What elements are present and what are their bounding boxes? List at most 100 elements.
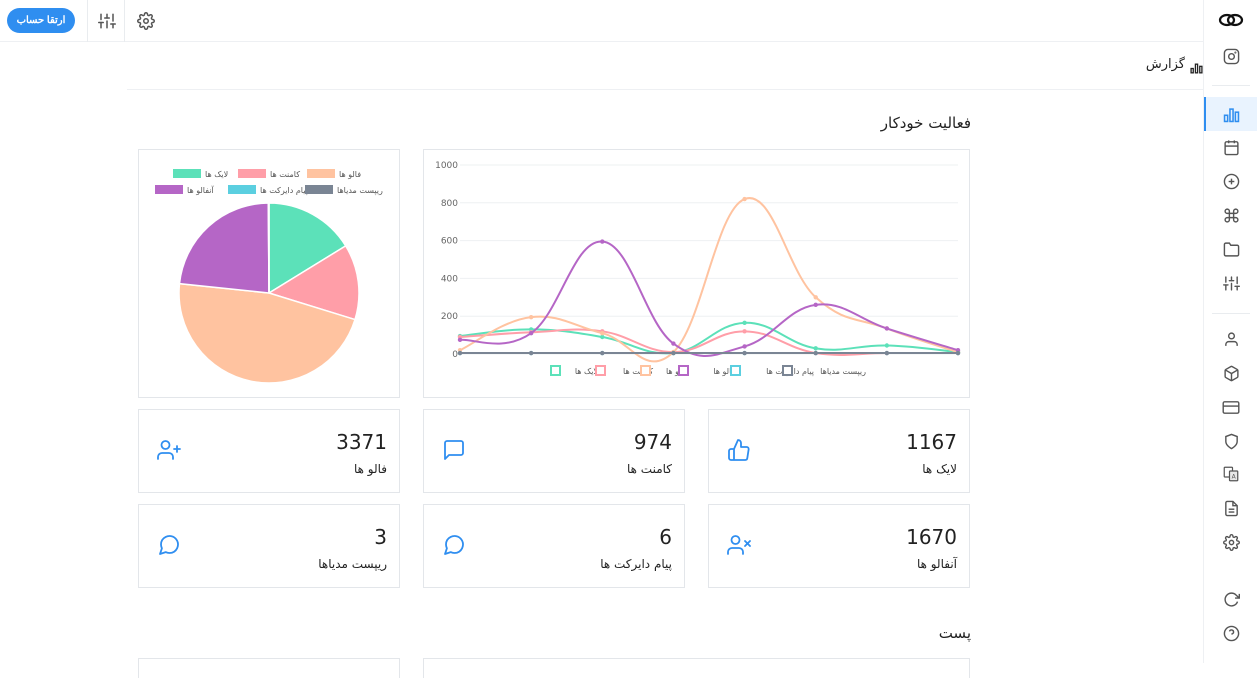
data-point xyxy=(742,344,746,348)
settings-icon[interactable] xyxy=(137,12,155,30)
legend-swatch xyxy=(679,366,688,375)
stat-label: لایک ها xyxy=(922,462,957,476)
data-point xyxy=(885,343,889,347)
y-tick-label: 400 xyxy=(441,274,458,284)
legend-label: آنفالو ها xyxy=(187,185,214,195)
folder-icon[interactable] xyxy=(1204,232,1257,266)
data-point xyxy=(671,341,675,345)
stat-card-follows: 3371 فالو ها xyxy=(138,409,400,493)
legend-swatch xyxy=(551,366,560,375)
stat-card-reposts: 3 ریپست مدیاها xyxy=(138,504,400,588)
stat-value: 1167 xyxy=(906,430,957,454)
stat-label: ریپست مدیاها xyxy=(318,557,387,571)
user-x-icon xyxy=(727,533,753,559)
legend-label: کامنت ها xyxy=(270,170,300,179)
credit-card-icon[interactable] xyxy=(1204,390,1257,424)
stat-value: 1670 xyxy=(906,525,957,549)
help-icon[interactable] xyxy=(1204,616,1257,650)
data-point xyxy=(742,329,746,333)
data-point xyxy=(742,197,746,201)
chart-icon xyxy=(1190,59,1203,78)
data-point xyxy=(956,351,960,355)
stat-label: آنفالو ها xyxy=(917,557,957,571)
stat-value: 3 xyxy=(374,525,387,549)
message-circle-icon xyxy=(157,533,183,559)
divider xyxy=(1212,313,1250,314)
stat-value: 3371 xyxy=(336,430,387,454)
sliders-icon[interactable] xyxy=(1204,266,1257,300)
breadcrumb-label: گزارش xyxy=(1146,57,1185,72)
legend-swatch xyxy=(307,169,335,178)
command-icon[interactable] xyxy=(1204,198,1257,232)
legend-label: ریپست مدیاها xyxy=(337,186,383,195)
data-point xyxy=(600,351,604,355)
divider xyxy=(1212,85,1250,86)
legend-swatch xyxy=(731,366,740,375)
series-line xyxy=(460,330,958,355)
data-point xyxy=(529,315,533,319)
stat-card-likes: 1167 لایک ها xyxy=(708,409,970,493)
data-point xyxy=(885,326,889,330)
data-point xyxy=(529,351,533,355)
shield-icon[interactable] xyxy=(1204,424,1257,458)
file-icon[interactable] xyxy=(1204,491,1257,525)
calendar-icon[interactable] xyxy=(1204,130,1257,164)
plus-circle-icon[interactable] xyxy=(1204,164,1257,198)
data-point xyxy=(742,351,746,355)
sliders-icon[interactable] xyxy=(98,12,116,30)
stat-value: 974 xyxy=(634,430,672,454)
legend-swatch xyxy=(783,366,792,375)
post-section-title: پست xyxy=(939,624,971,642)
message-circle-icon xyxy=(442,533,468,559)
stat-label: پیام دایرکت ها xyxy=(600,557,672,571)
data-point xyxy=(529,331,533,335)
y-tick-label: 1000 xyxy=(435,161,458,171)
stat-label: فالو ها xyxy=(354,462,387,476)
stat-card-comments: 974 کامنت ها xyxy=(423,409,685,493)
legend-swatch xyxy=(305,185,333,194)
legend-label: لایک ها xyxy=(575,367,598,376)
data-point xyxy=(600,239,604,243)
data-point xyxy=(742,321,746,325)
y-tick-label: 600 xyxy=(441,237,458,247)
stat-label: کامنت ها xyxy=(627,462,672,476)
data-point xyxy=(814,346,818,350)
translate-icon[interactable]: A xyxy=(1204,457,1257,491)
instagram-icon[interactable] xyxy=(1204,39,1257,73)
logo-icon[interactable] xyxy=(1204,3,1257,37)
sidebar: A xyxy=(1203,0,1257,663)
upgrade-account-button[interactable]: ارتقا حساب xyxy=(7,8,75,33)
data-point xyxy=(814,303,818,307)
comment-icon xyxy=(442,438,468,464)
series-line xyxy=(460,242,958,356)
settings-icon[interactable] xyxy=(1204,525,1257,559)
legend-swatch xyxy=(238,169,266,178)
y-tick-label: 800 xyxy=(441,199,458,209)
thumbs-up-icon xyxy=(727,438,753,464)
chart-icon[interactable] xyxy=(1204,97,1257,131)
user-plus-icon xyxy=(157,438,183,464)
top-bar: ارتقا حساب xyxy=(0,0,1203,42)
y-tick-label: 200 xyxy=(441,312,458,322)
stat-value: 6 xyxy=(659,525,672,549)
refresh-icon[interactable] xyxy=(1204,582,1257,616)
post-panel xyxy=(423,658,970,678)
package-icon[interactable] xyxy=(1204,356,1257,390)
divider xyxy=(124,0,125,42)
stat-card-directs: 6 پیام دایرکت ها xyxy=(423,504,685,588)
legend-swatch xyxy=(155,185,183,194)
stat-card-unfollows: 1670 آنفالو ها xyxy=(708,504,970,588)
y-tick-label: 0 xyxy=(452,350,458,360)
legend-label: فالو ها xyxy=(339,170,361,179)
user-icon[interactable] xyxy=(1204,322,1257,356)
legend-swatch xyxy=(596,366,605,375)
data-point xyxy=(458,351,462,355)
activity-section-title: فعالیت خودکار xyxy=(881,114,971,132)
breadcrumb: گزارش xyxy=(127,42,1203,90)
legend-label: ریپست مدیاها xyxy=(820,367,866,376)
divider xyxy=(87,0,88,42)
